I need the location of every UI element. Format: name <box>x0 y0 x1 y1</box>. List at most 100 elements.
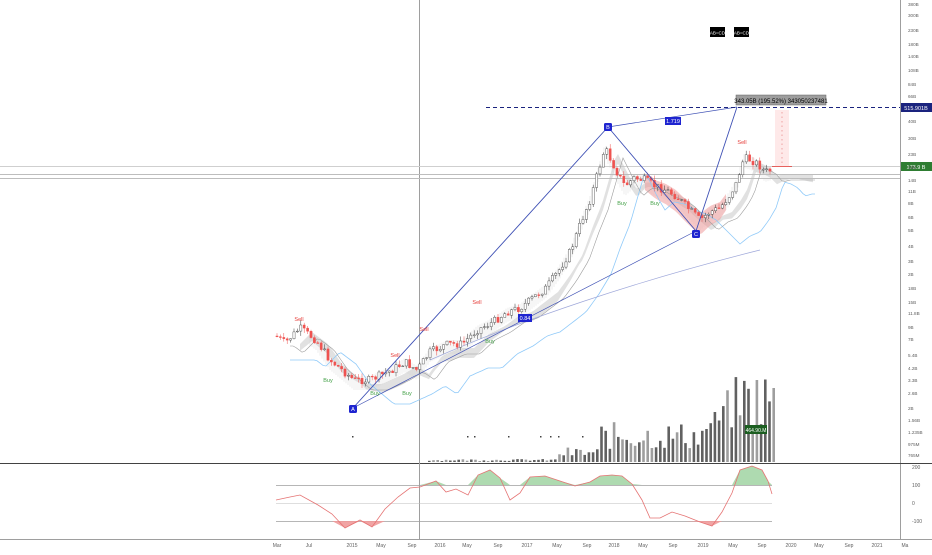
price-tick-label: 11.8B <box>908 311 920 316</box>
candle-body <box>724 202 728 205</box>
volume-bar <box>709 423 712 462</box>
candle-body <box>676 198 680 200</box>
candle-body <box>500 317 503 323</box>
time-tick-label: Mar <box>273 543 282 549</box>
volume-bar <box>671 438 675 462</box>
candle-body <box>581 219 585 224</box>
time-tick-label: 2015 <box>346 543 357 549</box>
candle-body <box>330 360 333 363</box>
fib-ratio-text: 1.719 <box>666 119 680 125</box>
main-pane[interactable] <box>0 0 900 463</box>
volume-bar <box>554 459 557 462</box>
candle-body <box>608 148 612 161</box>
price-tick-label: 1.235B <box>908 430 923 435</box>
osc-tick-label: -100 <box>912 519 922 525</box>
trend-line <box>429 249 761 361</box>
measure-range-box[interactable] <box>775 110 789 167</box>
volume-bar <box>428 460 431 462</box>
volume-bar <box>503 460 507 462</box>
candle-body <box>340 366 343 370</box>
volume-bar <box>491 460 494 462</box>
candle-body <box>425 357 428 359</box>
osc-tick-label: 200 <box>912 465 921 471</box>
candle-body <box>540 293 544 296</box>
pattern-point-c[interactable]: C <box>692 230 700 238</box>
volume-bar <box>520 459 523 462</box>
candle-body <box>428 348 432 358</box>
fib-ratio-label[interactable]: 1.719 <box>665 117 681 125</box>
volume-bar <box>457 459 460 462</box>
price-axis[interactable] <box>900 0 932 550</box>
candle-body <box>486 326 490 328</box>
volume-dot <box>582 436 584 438</box>
candle-body <box>619 174 622 177</box>
volume-bar <box>734 377 738 462</box>
candle-body <box>398 364 401 367</box>
volume-bar <box>533 460 536 462</box>
price-tick-label: 23B <box>908 152 916 157</box>
volume-bar <box>449 460 452 462</box>
volume-bar <box>600 426 603 462</box>
volume-bar <box>591 452 595 462</box>
candle-body <box>530 296 534 299</box>
volume-bar <box>470 459 473 462</box>
candle-body <box>306 327 309 332</box>
osc-overbought-fill <box>276 466 772 485</box>
candle-body <box>343 368 347 377</box>
candle-body <box>353 377 357 379</box>
candle-body <box>598 166 602 175</box>
candle-body <box>680 199 683 201</box>
candle-body <box>483 326 486 328</box>
time-tick-label: May <box>462 543 472 549</box>
volume-bar <box>654 447 658 462</box>
volume-bar <box>759 424 763 462</box>
candle-body <box>717 207 721 209</box>
price-tick-label: 108B <box>908 68 919 73</box>
candle-body <box>309 331 313 338</box>
candle-body <box>418 363 422 370</box>
abcd-badge[interactable]: AB=CD <box>734 27 750 37</box>
price-tick-label: 380B <box>908 2 919 7</box>
candle-body <box>367 376 371 383</box>
time-tick-label: Sep <box>583 543 592 549</box>
candle-body <box>741 161 745 175</box>
pattern-leg-lines[interactable] <box>352 106 738 409</box>
time-tick-label: 2019 <box>697 543 708 549</box>
candle-body <box>479 327 483 334</box>
candle-body <box>547 280 551 287</box>
volume-bar <box>621 439 624 462</box>
abcd-badge[interactable]: AB=CD <box>710 27 726 37</box>
volume-bar <box>432 460 435 462</box>
volume-bar <box>549 459 553 462</box>
volume-bar <box>738 415 742 462</box>
time-tick-label: Sep <box>669 543 678 549</box>
volume-bar <box>461 459 465 462</box>
volume-bar <box>486 461 490 462</box>
price-tick-label: 8B <box>908 201 914 206</box>
candle-body <box>704 215 707 218</box>
candle-body <box>734 182 738 193</box>
price-tick-label: 9B <box>908 325 914 330</box>
candlesticks[interactable] <box>275 144 772 388</box>
volume-bar <box>663 447 666 462</box>
candle-body <box>370 376 374 378</box>
volume-bar <box>650 448 654 462</box>
pattern-point-a[interactable]: A <box>349 405 357 413</box>
candle-body <box>520 309 524 312</box>
volume-bar <box>495 459 498 462</box>
candle-body <box>758 160 762 170</box>
volume-bar <box>751 425 754 462</box>
time-tick-label: May <box>376 543 386 549</box>
price-tick-label: 230B <box>908 28 919 33</box>
pattern-point-b[interactable]: B <box>604 123 612 131</box>
candle-body <box>544 285 547 295</box>
volume-bar <box>440 461 444 462</box>
volume-bar <box>713 412 717 462</box>
candle-body <box>554 273 558 276</box>
fib-ratio-label[interactable]: 0.84 <box>518 314 532 322</box>
volume-bar <box>675 432 679 462</box>
candle-body <box>523 303 527 310</box>
volume-bar <box>612 422 616 462</box>
candle-body <box>605 148 609 155</box>
